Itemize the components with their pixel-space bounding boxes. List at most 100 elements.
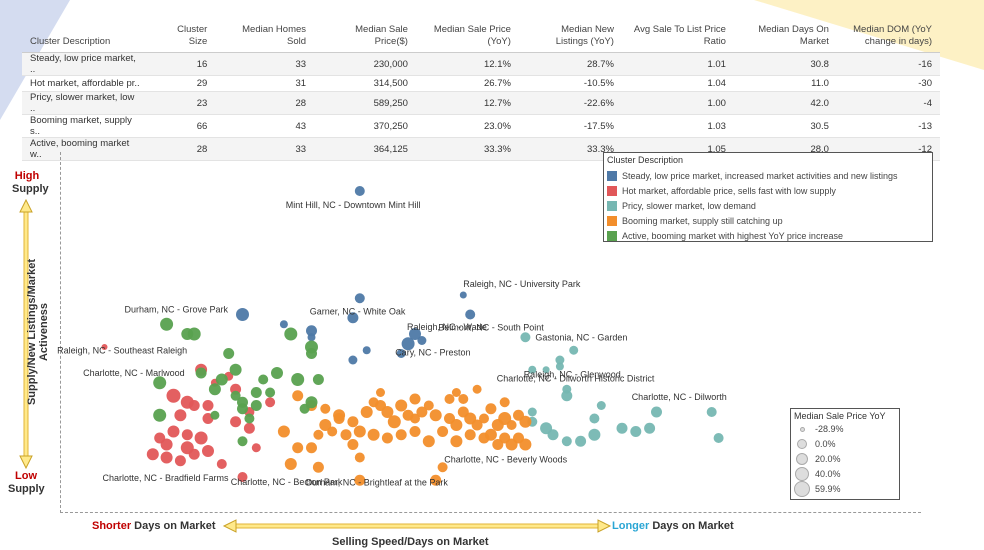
data-point-booming[interactable] [451, 388, 461, 397]
data-point-booming[interactable] [333, 413, 345, 424]
data-point-pricy[interactable] [588, 428, 601, 441]
data-point-booming[interactable] [284, 458, 297, 470]
data-point-hot[interactable] [160, 451, 173, 464]
data-point-hot[interactable] [188, 448, 200, 460]
data-point-steady[interactable] [362, 346, 371, 355]
data-point-active[interactable] [299, 403, 310, 414]
data-point-booming[interactable] [422, 435, 435, 448]
data-point-pricy[interactable] [527, 407, 537, 417]
data-point-booming[interactable] [292, 390, 304, 402]
data-point-booming[interactable] [519, 415, 532, 428]
data-point-booming[interactable] [484, 428, 497, 441]
data-point-active[interactable] [223, 348, 235, 359]
data-point-hot[interactable] [101, 344, 108, 350]
data-point-hot[interactable] [216, 459, 227, 469]
data-point-booming[interactable] [416, 406, 428, 418]
data-point-booming[interactable] [444, 394, 455, 404]
data-point-active[interactable] [229, 363, 242, 376]
data-point-booming[interactable] [437, 462, 448, 473]
data-point-active[interactable] [271, 367, 283, 379]
data-point-active[interactable] [153, 376, 167, 390]
data-point-booming[interactable] [340, 429, 352, 441]
data-point-active[interactable] [208, 383, 221, 396]
data-point-pricy[interactable] [575, 435, 587, 447]
data-point-booming[interactable] [410, 413, 420, 424]
data-point-steady[interactable] [348, 355, 358, 365]
data-point-hot[interactable] [174, 455, 186, 467]
data-point-booming[interactable] [353, 425, 366, 438]
data-point-active[interactable] [265, 387, 276, 398]
data-point-hot[interactable] [265, 397, 276, 408]
data-point-pricy[interactable] [616, 422, 628, 434]
data-point-pricy[interactable] [706, 407, 717, 417]
data-point-booming[interactable] [319, 419, 332, 431]
data-point-active[interactable] [230, 390, 241, 401]
data-point-steady[interactable] [459, 291, 467, 299]
data-point-booming[interactable] [472, 384, 482, 394]
data-point-pricy[interactable] [555, 355, 565, 365]
data-point-active[interactable] [284, 327, 298, 341]
data-point-booming[interactable] [347, 439, 359, 450]
data-point-pricy[interactable] [713, 433, 724, 443]
data-point-booming[interactable] [381, 406, 394, 418]
data-point-booming[interactable] [450, 435, 463, 448]
data-point-pricy[interactable] [651, 406, 662, 418]
data-point-active[interactable] [210, 410, 220, 420]
data-point-active[interactable] [244, 413, 255, 424]
data-point-hot[interactable] [167, 425, 180, 438]
data-point-steady[interactable] [417, 336, 427, 345]
data-point-hot[interactable] [243, 422, 255, 434]
data-point-active[interactable] [250, 400, 262, 411]
data-point-pricy[interactable] [596, 401, 606, 410]
data-point-booming[interactable] [450, 419, 463, 431]
data-point-hot[interactable] [202, 400, 214, 411]
data-point-active[interactable] [258, 374, 269, 385]
data-point-steady[interactable] [236, 308, 249, 321]
data-point-pricy[interactable] [561, 436, 572, 447]
data-point-booming[interactable] [458, 394, 469, 404]
data-point-hot[interactable] [181, 429, 193, 441]
data-point-steady[interactable] [354, 293, 365, 304]
data-point-hot[interactable] [237, 472, 248, 482]
data-point-steady[interactable] [401, 337, 415, 351]
data-point-booming[interactable] [506, 420, 517, 430]
data-point-booming[interactable] [485, 403, 497, 415]
data-point-hot[interactable] [166, 388, 181, 403]
data-point-booming[interactable] [519, 438, 532, 451]
data-point-active[interactable] [312, 374, 324, 385]
data-point-booming[interactable] [409, 426, 421, 437]
data-point-active[interactable] [160, 317, 174, 331]
data-point-active[interactable] [306, 348, 317, 359]
data-point-booming[interactable] [347, 416, 359, 428]
data-point-active[interactable] [187, 327, 201, 341]
data-point-booming[interactable] [354, 474, 366, 486]
data-point-steady[interactable] [354, 186, 365, 196]
data-point-booming[interactable] [292, 442, 304, 454]
data-point-hot[interactable] [174, 409, 187, 422]
data-point-booming[interactable] [387, 415, 401, 429]
data-point-booming[interactable] [354, 452, 365, 463]
data-point-pricy[interactable] [561, 390, 573, 402]
data-point-booming[interactable] [430, 474, 442, 486]
data-point-booming[interactable] [409, 393, 421, 405]
data-point-booming[interactable] [429, 409, 442, 422]
data-point-active[interactable] [237, 396, 248, 408]
data-point-steady[interactable] [347, 312, 359, 324]
data-point-booming[interactable] [499, 397, 510, 408]
data-point-pricy[interactable] [630, 426, 642, 437]
data-point-steady[interactable] [409, 328, 421, 340]
data-point-steady[interactable] [306, 325, 317, 337]
data-point-active[interactable] [195, 367, 207, 379]
data-point-pricy[interactable] [542, 366, 550, 374]
data-point-pricy[interactable] [569, 345, 579, 355]
data-point-pricy[interactable] [555, 362, 564, 371]
data-point-pricy[interactable] [589, 413, 600, 424]
data-point-booming[interactable] [395, 399, 408, 412]
data-point-booming[interactable] [312, 461, 324, 473]
data-point-booming[interactable] [437, 426, 449, 437]
data-point-booming[interactable] [277, 425, 290, 438]
data-point-booming[interactable] [368, 397, 379, 408]
data-point-hot[interactable] [188, 400, 200, 411]
data-point-booming[interactable] [320, 403, 331, 414]
data-point-active[interactable] [305, 396, 318, 409]
